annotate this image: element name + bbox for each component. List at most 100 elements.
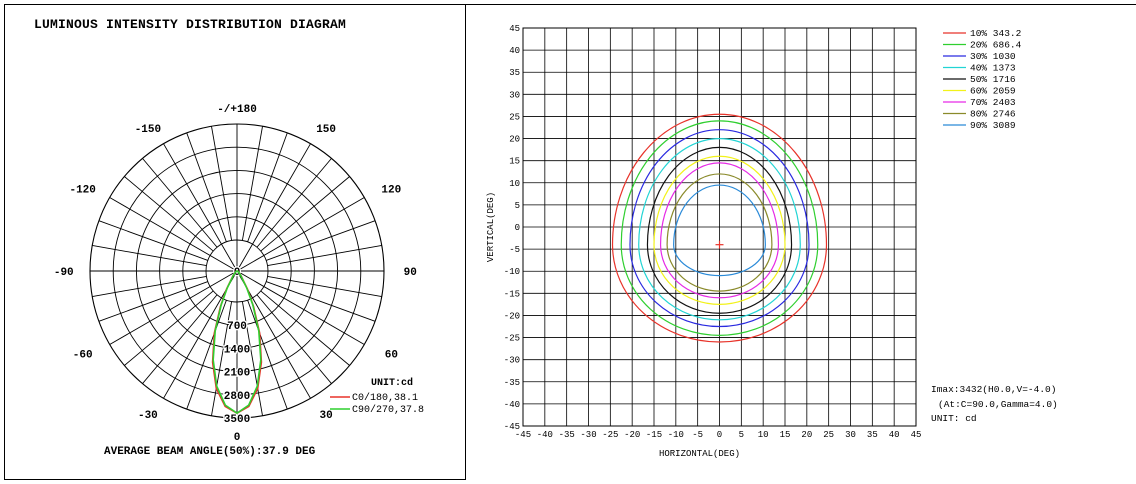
- y-tick-label: 15: [509, 157, 520, 167]
- polar-spoke: [124, 176, 214, 252]
- polar-radial-label: 1400: [224, 344, 250, 356]
- polar-spoke: [267, 275, 382, 297]
- y-tick-label: -20: [504, 311, 520, 321]
- polar-spoke: [256, 294, 332, 384]
- polar-spoke: [236, 143, 311, 272]
- polar-spoke: [109, 270, 238, 345]
- polar-spoke: [186, 132, 227, 243]
- contour-legend-label: 60% 2059: [970, 86, 1016, 97]
- x-tick-label: -5: [692, 430, 703, 440]
- x-tick-label: 45: [911, 430, 922, 440]
- contour-20pct: [620, 120, 819, 336]
- y-tick-label: -25: [504, 334, 520, 344]
- polar-angle-label: -/+180: [217, 104, 257, 116]
- y-tick-label: 0: [515, 223, 520, 233]
- polar-angle-label: -90: [54, 267, 74, 279]
- polar-spoke: [92, 245, 207, 267]
- polar-spoke: [124, 290, 214, 366]
- polar-spoke: [92, 275, 207, 297]
- y-tick-label: 5: [515, 201, 520, 211]
- x-tick-label: -25: [602, 430, 618, 440]
- panel-divider: [465, 4, 466, 480]
- polar-curve-c90-270: [212, 270, 262, 415]
- polar-radial-label: 2100: [224, 368, 250, 380]
- y-tick-label: 20: [509, 135, 520, 145]
- polar-angle-label: -150: [135, 124, 161, 136]
- polar-angle-label: -60: [73, 350, 93, 362]
- x-tick-label: -10: [668, 430, 684, 440]
- polar-spoke: [260, 290, 350, 366]
- contour-40pct: [638, 138, 801, 321]
- top-rule: [466, 4, 1136, 5]
- polar-spoke: [211, 126, 233, 241]
- contour-legend-label: 30% 1030: [970, 51, 1016, 62]
- y-axis-label: VERTICAL(DEG): [486, 192, 496, 262]
- y-tick-label: 30: [509, 90, 520, 100]
- x-tick-label: 35: [867, 430, 878, 440]
- x-tick-label: 0: [717, 430, 722, 440]
- polar-spoke: [256, 158, 332, 248]
- contour-80pct: [666, 173, 773, 292]
- polar-radial-label: 0: [234, 267, 241, 279]
- x-tick-label: 30: [845, 430, 856, 440]
- x-tick-label: -35: [559, 430, 575, 440]
- x-tick-label: -15: [646, 430, 662, 440]
- polar-spoke: [247, 299, 288, 410]
- polar-spoke: [186, 299, 227, 410]
- polar-angle-label: 90: [404, 267, 417, 279]
- polar-spoke: [98, 281, 209, 322]
- polar-spoke: [98, 220, 209, 261]
- y-tick-label: 10: [509, 179, 520, 189]
- y-tick-label: 35: [509, 68, 520, 78]
- contour-legend-label: 40% 1373: [970, 63, 1016, 74]
- polar-angle-label: 60: [385, 350, 398, 362]
- contour-70pct: [659, 162, 780, 299]
- contour-10pct: [611, 113, 828, 343]
- y-tick-label: 25: [509, 112, 520, 122]
- x-tick-label: -20: [624, 430, 640, 440]
- polar-spoke: [247, 132, 288, 243]
- contour-90pct: [673, 184, 766, 277]
- x-tick-label: -45: [515, 430, 531, 440]
- chart-title: LUMINOUS INTENSITY DISTRIBUTION DIAGRAM: [34, 17, 347, 32]
- imax-info-line: (At:C=90.0,Gamma=4.0): [938, 399, 1058, 410]
- contour-legend-label: 80% 2746: [970, 109, 1016, 120]
- polar-unit-label: UNIT:cd: [371, 377, 413, 389]
- x-tick-label: 15: [780, 430, 791, 440]
- polar-radial-label: 3500: [224, 414, 250, 426]
- plot-border: [522, 27, 917, 427]
- polar-legend-label: C90/270,37.8: [352, 404, 424, 416]
- polar-spoke: [236, 197, 365, 272]
- polar-spoke: [265, 220, 376, 261]
- x-axis-label: HORIZONTAL(DEG): [659, 449, 740, 459]
- contour-legend-label: 10% 343.2: [970, 28, 1022, 39]
- polar-spoke: [211, 301, 233, 416]
- contour-60pct: [653, 155, 786, 305]
- y-tick-label: -40: [504, 400, 520, 410]
- polar-spoke: [142, 294, 218, 384]
- polar-spoke: [241, 301, 263, 416]
- y-tick-label: -15: [504, 289, 520, 299]
- x-tick-label: 40: [889, 430, 900, 440]
- x-tick-label: -30: [580, 430, 596, 440]
- polar-angle-label: -30: [138, 410, 158, 422]
- polar-legend-label: C0/180,38.1: [352, 392, 418, 404]
- polar-spoke: [260, 176, 350, 252]
- polar-radial-label: 700: [227, 321, 247, 333]
- polar-angle-label: 150: [316, 124, 336, 136]
- polar-spoke: [236, 270, 365, 345]
- y-tick-label: 40: [509, 46, 520, 56]
- y-tick-label: -30: [504, 356, 520, 366]
- x-tick-label: 25: [823, 430, 834, 440]
- polar-spoke: [267, 245, 382, 267]
- polar-spoke: [163, 143, 238, 272]
- imax-info-line: UNIT: cd: [931, 413, 977, 424]
- contour-legend-label: 50% 1716: [970, 74, 1016, 85]
- polar-angle-label: 30: [319, 410, 332, 422]
- polar-spoke: [142, 158, 218, 248]
- polar-angle-label: 0: [234, 432, 241, 444]
- polar-spoke: [109, 197, 238, 272]
- contour-legend-label: 90% 3089: [970, 120, 1016, 131]
